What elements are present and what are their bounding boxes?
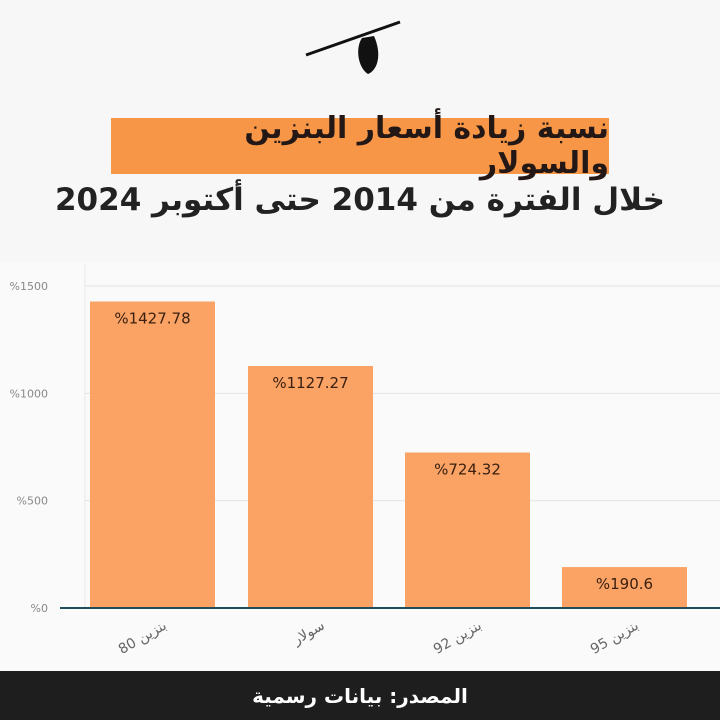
x-tick-label: بنزين 80	[116, 618, 170, 658]
title-banner: نسبة زيادة أسعار البنزين والسولار	[111, 111, 609, 181]
x-tick-label: بنزين 95	[588, 618, 642, 658]
y-tick-label: %0	[31, 602, 48, 615]
footer-bar: المصدر: بيانات رسمية	[0, 671, 720, 720]
y-tick-label: %1500	[10, 280, 48, 293]
chart-subtitle: خلال الفترة من 2014 حتى أكتوبر 2024	[54, 182, 666, 218]
chart-title: نسبة زيادة أسعار البنزين والسولار	[244, 111, 609, 181]
data-label: %1127.27	[272, 374, 348, 392]
data-label: %1427.78	[114, 310, 190, 328]
data-label: %190.6	[596, 575, 653, 593]
x-tick-label: سولار	[289, 618, 327, 649]
source-text: المصدر: بيانات رسمية	[252, 683, 468, 708]
y-tick-label: %500	[17, 495, 48, 508]
bar-1	[90, 301, 215, 608]
bar-3	[405, 452, 530, 608]
y-tick-label: %1000	[10, 387, 48, 400]
data-label: %724.32	[434, 461, 501, 479]
bar-4	[562, 567, 687, 608]
bar-chart: %0 %500 %1000 %1500 %1427.78 بنزين 80 %1127.27…	[10, 264, 720, 658]
bar-2	[248, 366, 373, 608]
x-tick-label: بنزين 92	[431, 618, 485, 658]
logo-icon	[305, 20, 401, 74]
